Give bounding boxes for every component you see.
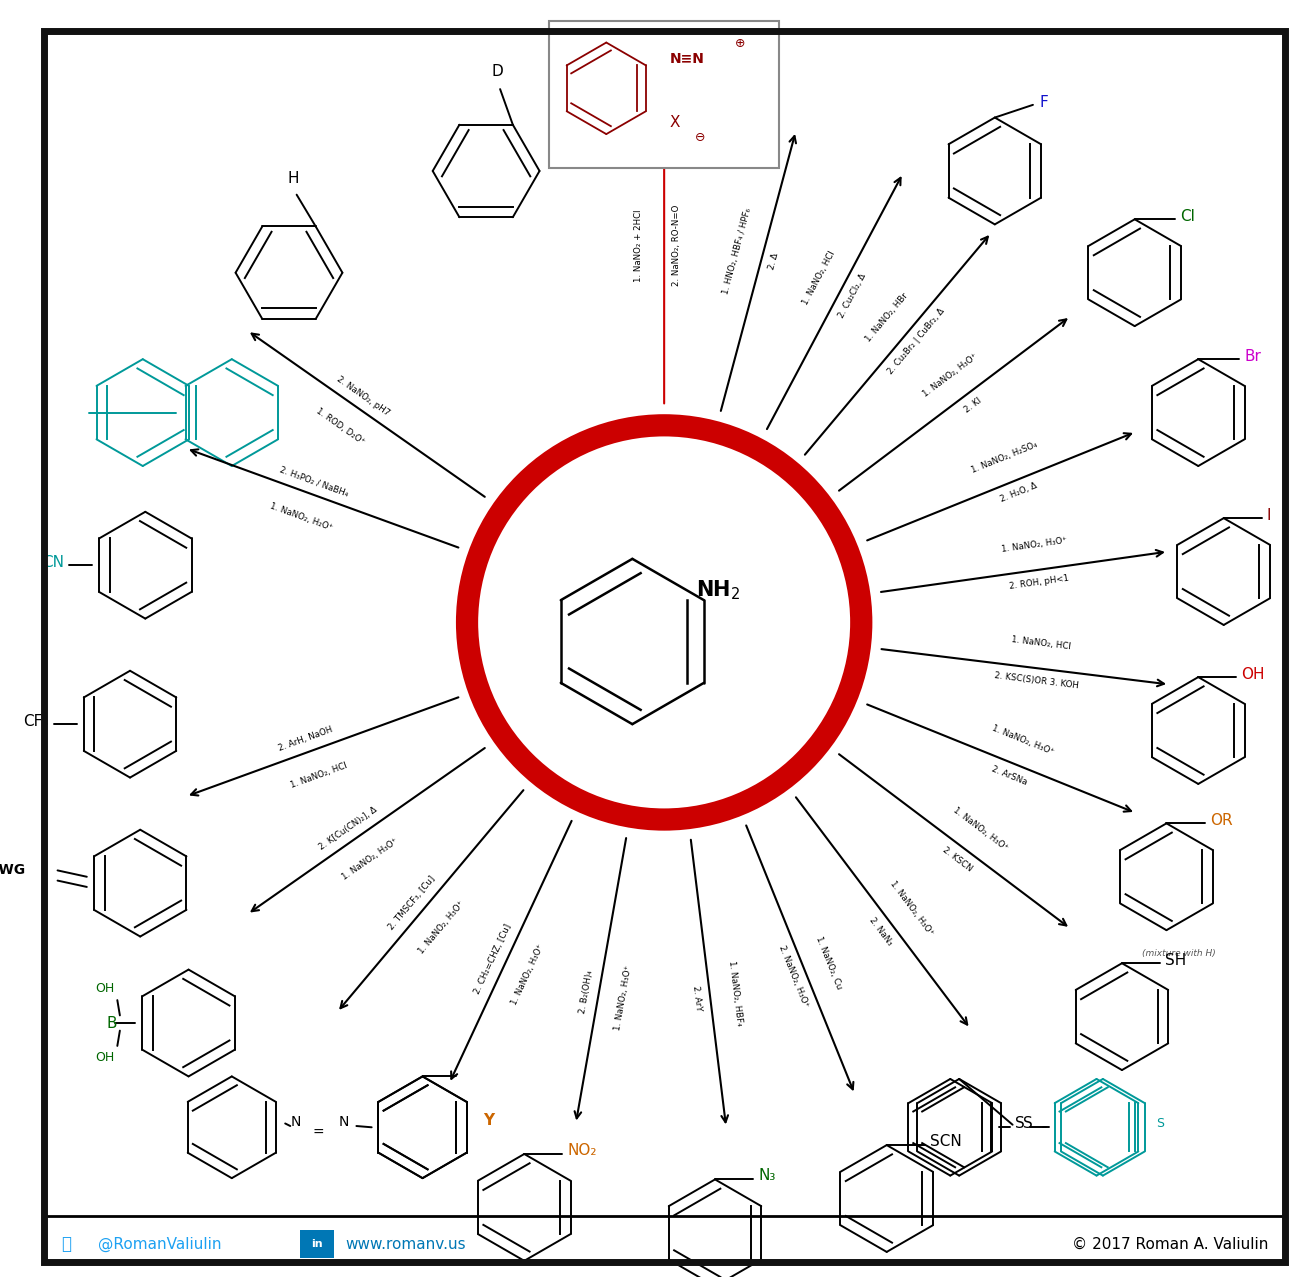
Text: 1. NaNO₂, H₃O⁺: 1. NaNO₂, H₃O⁺ [510,943,546,1007]
Text: 2. ArY: 2. ArY [692,985,703,1011]
Text: OH: OH [95,981,114,996]
Text: OH: OH [95,1051,114,1064]
Text: www.romanv.us: www.romanv.us [344,1237,465,1252]
FancyBboxPatch shape [549,21,779,168]
Text: 1. HNO₂, HBF₄ / HPF₆: 1. HNO₂, HBF₄ / HPF₆ [722,208,753,295]
Text: (mixture with H): (mixture with H) [1143,948,1216,957]
Text: 2. NaNO₂, pH7: 2. NaNO₂, pH7 [334,375,391,417]
Text: 1. NaNO₂, H₃O⁺: 1. NaNO₂, H₃O⁺ [341,837,399,883]
Text: S: S [1015,1116,1026,1132]
Text: EWG: EWG [0,863,26,878]
Text: in: in [311,1239,322,1250]
Text: Cl: Cl [1180,209,1195,225]
Circle shape [467,425,862,820]
Text: N₃: N₃ [758,1168,776,1183]
Text: B: B [107,1016,117,1030]
Text: 2. ArH, NaOH: 2. ArH, NaOH [277,725,334,753]
Text: 1. NaNO₂, HBr: 1. NaNO₂, HBr [864,291,910,344]
Text: 1. NaNO₂, H₂O⁺: 1. NaNO₂, H₂O⁺ [269,502,334,532]
Text: 1. ROD, D₂O⁺: 1. ROD, D₂O⁺ [315,407,367,446]
Text: OR: OR [1210,813,1232,829]
Text: © 2017 Roman A. Valiulin: © 2017 Roman A. Valiulin [1071,1237,1269,1252]
Text: ⊖: ⊖ [696,131,706,145]
Text: 1. NaNO₂, HBF₄: 1. NaNO₂, HBF₄ [727,961,744,1026]
Text: ⊕: ⊕ [734,37,745,50]
Text: 1. NaNO₂, HCl: 1. NaNO₂, HCl [1011,635,1071,652]
Text: 1. NaNO₂, HCl: 1. NaNO₂, HCl [801,249,837,307]
Text: 2. KSC(S)OR 3. KOH: 2. KSC(S)OR 3. KOH [994,671,1079,690]
Text: 2. Cu₂Cl₂, Δ: 2. Cu₂Cl₂, Δ [837,272,868,319]
Text: @RomanValiulin: @RomanValiulin [99,1237,222,1252]
Text: =: = [312,1125,324,1139]
Text: 2. KSCN: 2. KSCN [941,845,974,874]
Text: 2. B₂(OH)₄: 2. B₂(OH)₄ [578,969,594,1014]
Text: 1. NaNO₂ + 2HCl: 1. NaNO₂ + 2HCl [634,209,644,281]
Text: 2. NaNO₂, H₃O⁺: 2. NaNO₂, H₃O⁺ [777,944,810,1010]
Text: I: I [1268,508,1271,523]
Text: 2. NaNO₂, RO-N=O: 2. NaNO₂, RO-N=O [672,205,681,286]
Text: 2. H₂O, Δ: 2. H₂O, Δ [998,481,1039,504]
Text: 2. Δ: 2. Δ [767,253,780,271]
Text: 1. NaNO₂, H₃O⁺: 1. NaNO₂, H₃O⁺ [614,965,634,1032]
Text: N: N [338,1115,348,1129]
Text: F: F [1039,95,1048,110]
Text: Y: Y [484,1114,495,1129]
Text: 2. ROH, pH<1: 2. ROH, pH<1 [1009,574,1070,591]
Text: 1. NaNO₂, H₃O⁺: 1. NaNO₂, H₃O⁺ [952,806,1010,852]
Text: N: N [290,1115,300,1129]
Text: NO₂: NO₂ [568,1143,597,1157]
Text: SCN: SCN [930,1134,962,1148]
Text: 2. Cu₂Br₂ | CuBr₂, Δ: 2. Cu₂Br₂ | CuBr₂, Δ [887,307,946,376]
Text: 1. NaNO₂, H₃O⁺: 1. NaNO₂, H₃O⁺ [991,724,1056,757]
Text: CN: CN [42,556,64,570]
Text: 2. ArSNa: 2. ArSNa [989,765,1028,786]
Text: NH$_2$: NH$_2$ [696,579,741,603]
Text: 2. K[Cu(CN)₂], Δ: 2. K[Cu(CN)₂], Δ [317,804,378,852]
Text: 1. NaNO₂, H₃O⁺: 1. NaNO₂, H₃O⁺ [416,899,465,956]
Text: 2. CH₂=CHZ, [Cu]: 2. CH₂=CHZ, [Cu] [473,922,514,996]
Text: D: D [491,64,503,80]
Text: 2. H₃PO₂ / NaBH₄: 2. H₃PO₂ / NaBH₄ [278,464,350,498]
Text: CF₃: CF₃ [23,715,48,729]
Text: 1. NaNO₂, H₂SO₄: 1. NaNO₂, H₂SO₄ [970,440,1039,475]
Text: N≡N: N≡N [670,53,705,65]
Text: 1. NaNO₂, H₃O⁺: 1. NaNO₂, H₃O⁺ [1001,536,1067,554]
Text: X: X [670,115,680,130]
Text: Br: Br [1244,349,1261,364]
Text: 1. NaNO₂, HCl: 1. NaNO₂, HCl [289,761,348,790]
Text: H: H [287,171,299,186]
Text: S: S [1156,1117,1164,1130]
Text: 2. TMSCF₃, [Cu]: 2. TMSCF₃, [Cu] [387,875,437,931]
Text: OH: OH [1242,667,1265,683]
Text: 2. KI: 2. KI [962,396,983,414]
Text: 1. NaNO₂, H₃O⁺: 1. NaNO₂, H₃O⁺ [920,352,979,399]
Text: 🐦: 🐦 [61,1236,72,1253]
Text: 2. NaN₃: 2. NaN₃ [867,916,894,947]
Text: SH: SH [1165,953,1187,969]
Text: S: S [1023,1116,1032,1132]
Text: 1. NaNO₂, H₃O⁺: 1. NaNO₂, H₃O⁺ [888,879,935,938]
Text: 1. NaNO₂, Cu: 1. NaNO₂, Cu [814,935,844,990]
FancyBboxPatch shape [300,1230,334,1259]
